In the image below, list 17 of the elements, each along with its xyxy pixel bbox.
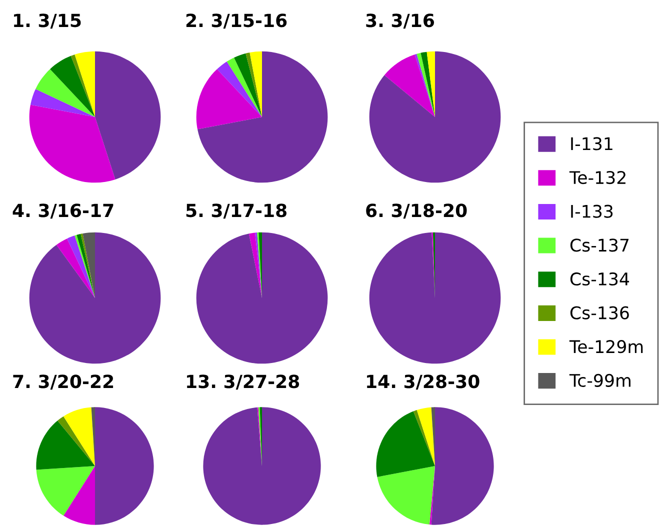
legend-label: Cs-137 bbox=[570, 238, 629, 252]
legend-label: Te-129m bbox=[569, 340, 643, 354]
chart-title: 4. 3/16-17 bbox=[12, 204, 114, 219]
chart-title: 6. 3/18-20 bbox=[366, 204, 467, 219]
chart-title: 2. 3/15-16 bbox=[186, 14, 287, 29]
legend-label: Cs-136 bbox=[570, 306, 629, 320]
legend-label: I-131 bbox=[571, 137, 612, 150]
chart-title: 7. 3/20-22 bbox=[13, 374, 114, 390]
chart-title: 3. 3/16 bbox=[366, 14, 434, 29]
legend-label: Te-132 bbox=[569, 170, 626, 184]
chart-title: 14. 3/28-30 bbox=[367, 374, 480, 390]
chart-title: 13. 3/27-28 bbox=[187, 374, 300, 390]
legend-label: Cs-134 bbox=[570, 272, 630, 286]
legend-label: Tc-99m bbox=[569, 374, 630, 388]
legend-label: I-133 bbox=[571, 204, 613, 218]
chart-title: 1. 3/15 bbox=[14, 14, 81, 29]
chart-title: 5. 3/17-18 bbox=[186, 204, 286, 219]
